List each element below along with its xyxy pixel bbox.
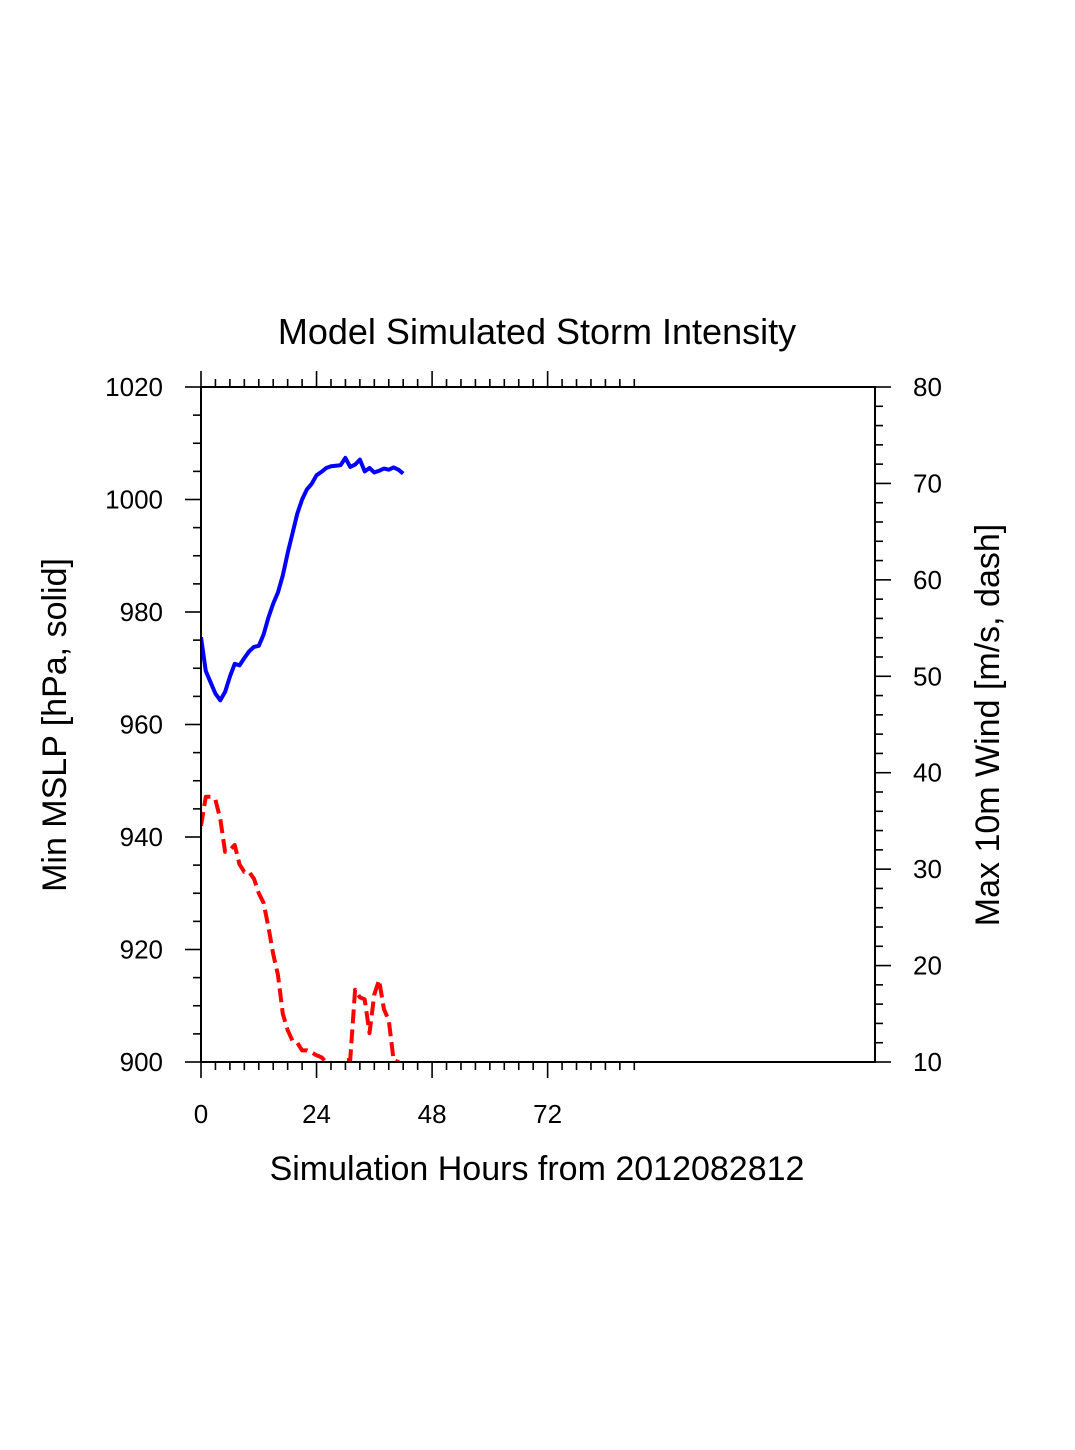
y-right-tick-label: 10: [913, 1047, 942, 1077]
y-right-tick-label: 50: [913, 661, 942, 691]
y-left-tick-label: 960: [120, 710, 163, 740]
y-right-tick-label: 40: [913, 758, 942, 788]
y-axis-label-right: Max 10m Wind [m/s, dash]: [969, 524, 1007, 926]
y-left-tick-label: 940: [120, 822, 163, 852]
x-tick-label: 72: [533, 1099, 562, 1129]
x-tick-label: 0: [194, 1099, 208, 1129]
y-left-tick-label: 980: [120, 597, 163, 627]
mslp-series-line: [201, 455, 405, 703]
y-right-tick-label: 20: [913, 951, 942, 981]
chart-title: Model Simulated Storm Intensity: [278, 311, 796, 352]
series-layer: [201, 455, 405, 1062]
y-right-tick-label: 70: [913, 468, 942, 498]
y-right-tick-label: 80: [913, 372, 942, 402]
y-axis-label-left: Min MSLP [hPa, solid]: [36, 558, 74, 892]
axis-ticks: 0 24 48 72900920940960980100010201020304050…: [105, 371, 942, 1129]
plot-frame: [200, 386, 876, 1063]
y-left-tick-label: 1000: [105, 485, 163, 515]
wind-series-line: [201, 794, 401, 1062]
x-tick-label: 24: [302, 1099, 331, 1129]
y-right-tick-label: 30: [913, 854, 942, 884]
y-left-tick-label: 920: [120, 935, 163, 965]
y-left-tick-label: 900: [120, 1047, 163, 1077]
y-right-tick-label: 60: [913, 565, 942, 595]
x-tick-label: 48: [418, 1099, 447, 1129]
y-left-tick-label: 1020: [105, 372, 163, 402]
x-axis-label: Simulation Hours from 2012082812: [270, 1150, 805, 1188]
